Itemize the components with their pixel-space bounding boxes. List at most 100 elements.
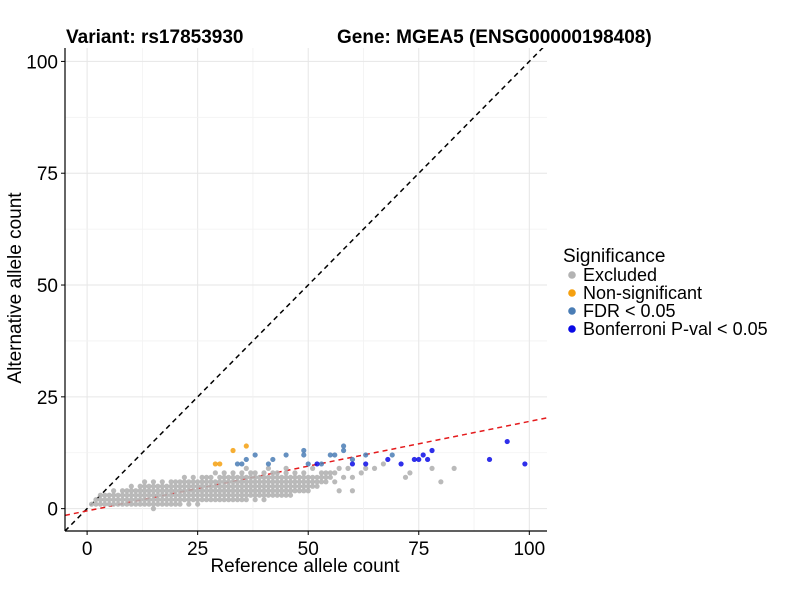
point-excluded	[283, 488, 289, 494]
point-excluded	[226, 474, 232, 480]
point-excluded	[234, 492, 241, 498]
point-excluded	[332, 479, 338, 485]
point-excluded	[181, 488, 187, 494]
point-excluded	[128, 483, 134, 489]
point-excluded	[243, 497, 249, 503]
point-excluded	[248, 474, 254, 480]
point-excluded	[363, 465, 369, 471]
point-fdr-0-05	[270, 456, 276, 463]
point-bonferroni-p-val-0-05	[314, 461, 320, 467]
point-excluded	[234, 497, 241, 503]
point-excluded	[226, 479, 232, 485]
point-excluded	[190, 479, 196, 485]
point-excluded	[239, 470, 245, 476]
point-excluded	[150, 483, 157, 489]
point-excluded	[256, 474, 263, 480]
point-fdr-0-05	[305, 461, 311, 467]
point-excluded	[279, 483, 285, 489]
point-excluded	[212, 470, 218, 476]
point-fdr-0-05	[283, 452, 289, 458]
point-bonferroni-p-val-0-05	[522, 461, 528, 467]
point-excluded	[234, 483, 241, 489]
point-excluded	[279, 488, 285, 494]
point-excluded	[230, 474, 236, 480]
point-excluded	[159, 479, 165, 485]
legend-label: Non-significant	[583, 283, 702, 303]
point-excluded	[292, 470, 298, 476]
point-excluded	[115, 497, 121, 503]
point-excluded	[150, 501, 157, 507]
point-excluded	[239, 479, 245, 485]
point-excluded	[212, 488, 218, 494]
point-excluded	[155, 497, 161, 503]
point-excluded	[181, 492, 187, 498]
point-excluded	[177, 483, 183, 489]
point-excluded	[371, 465, 378, 471]
point-bonferroni-p-val-0-05	[420, 452, 426, 458]
point-excluded	[128, 488, 134, 494]
point-excluded	[301, 479, 307, 485]
point-fdr-0-05	[243, 456, 249, 463]
point-excluded	[199, 492, 205, 498]
point-excluded	[190, 474, 196, 480]
point-excluded	[283, 479, 289, 485]
reference-lines	[65, 48, 547, 531]
point-excluded	[296, 488, 302, 494]
point-excluded	[230, 492, 236, 498]
y-tick-label: 100	[26, 52, 58, 73]
point-excluded	[265, 488, 272, 494]
point-excluded	[270, 483, 276, 489]
reference-line-identity	[65, 48, 544, 531]
point-excluded	[318, 470, 325, 476]
point-excluded	[252, 479, 258, 485]
point-excluded	[292, 483, 298, 489]
point-excluded	[181, 474, 187, 480]
point-excluded	[203, 474, 210, 480]
point-excluded	[230, 483, 236, 489]
point-excluded	[137, 483, 143, 489]
point-excluded	[438, 479, 444, 485]
point-bonferroni-p-val-0-05	[411, 456, 417, 463]
point-excluded	[402, 474, 409, 480]
point-non-significant	[217, 461, 223, 467]
point-excluded	[128, 501, 134, 507]
point-excluded	[190, 488, 196, 494]
point-excluded	[239, 483, 245, 489]
point-excluded	[97, 501, 103, 507]
point-excluded	[111, 497, 117, 503]
point-excluded	[217, 488, 223, 494]
point-excluded	[115, 492, 121, 498]
point-excluded	[97, 492, 103, 498]
point-excluded	[292, 488, 298, 494]
point-excluded	[217, 483, 223, 489]
point-excluded	[256, 492, 263, 498]
point-excluded	[190, 497, 196, 503]
point-excluded	[340, 474, 347, 480]
point-excluded	[141, 492, 148, 498]
point-excluded	[146, 488, 152, 494]
point-fdr-0-05	[318, 461, 325, 467]
point-excluded	[172, 492, 179, 498]
point-excluded	[265, 479, 272, 485]
point-excluded	[181, 497, 187, 503]
point-excluded	[93, 501, 99, 507]
point-excluded	[172, 483, 179, 489]
point-excluded	[155, 483, 161, 489]
point-excluded	[203, 488, 210, 494]
point-excluded	[305, 474, 311, 480]
point-excluded	[349, 488, 356, 494]
point-excluded	[172, 479, 179, 485]
point-excluded	[172, 501, 179, 507]
point-excluded	[292, 474, 298, 480]
point-excluded	[270, 470, 276, 476]
point-excluded	[128, 497, 134, 503]
legend-key	[568, 307, 576, 315]
point-excluded	[296, 483, 302, 489]
point-excluded	[248, 479, 254, 485]
point-excluded	[155, 501, 161, 507]
legend-key	[568, 325, 576, 333]
point-excluded	[141, 488, 148, 494]
point-fdr-0-05	[340, 447, 347, 454]
point-excluded	[159, 492, 165, 498]
point-excluded	[217, 492, 223, 498]
